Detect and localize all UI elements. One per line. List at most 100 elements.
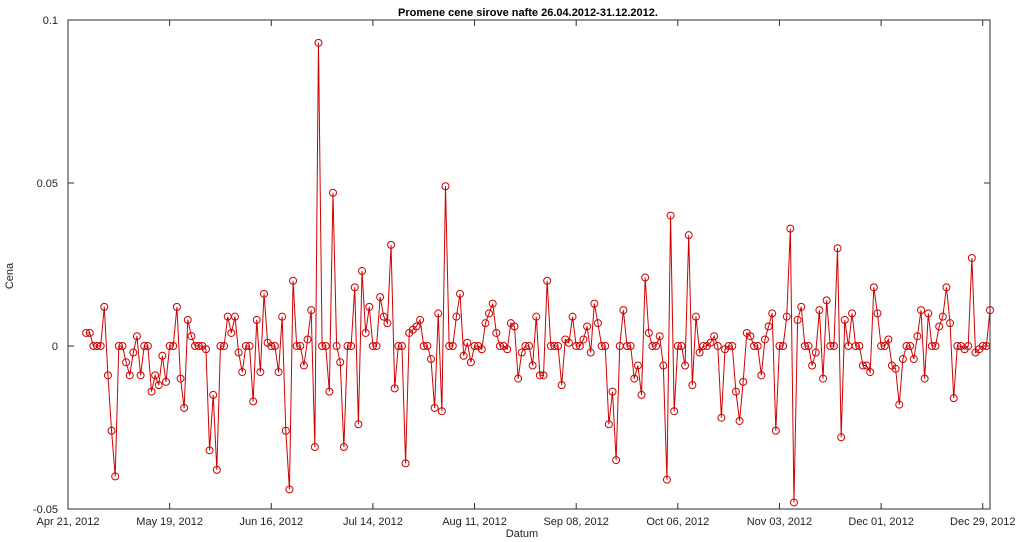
data-point-marker [800,342,809,350]
data-point-marker [401,459,410,468]
data-point-marker [760,335,769,344]
data-point-marker [619,306,628,315]
data-point-marker [220,342,229,350]
data-point-marker [328,188,337,197]
data-point-marker [249,397,258,406]
data-point-marker [234,348,243,357]
data-point-marker [201,345,210,354]
x-tick-label: Jul 14, 2012 [343,516,403,528]
data-point-marker [590,299,599,308]
data-point-marker [285,485,294,494]
data-point-marker [368,342,377,350]
data-point-marker [811,348,820,357]
data-point-marker [771,426,780,435]
data-point-marker [111,472,120,481]
data-point-marker [855,342,864,350]
data-point-marker [822,296,831,305]
data-point-marker [739,377,748,386]
data-point-marker [564,338,573,347]
data-point-marker [819,374,828,383]
data-point-marker [808,361,817,370]
data-point-marker [612,456,621,465]
data-point-marker [162,377,171,386]
data-point-marker [906,342,915,350]
data-point-marker [292,342,301,350]
data-point-marker [775,342,784,350]
data-point-marker [347,342,356,350]
y-tick-label: 0.05 [37,178,58,190]
data-point-marker [143,342,152,350]
data-point-marker [938,312,947,321]
data-point-marker [495,342,504,350]
data-point-marker [307,306,316,315]
data-point-marker [601,342,610,350]
x-tick-label: Dec 29, 2012 [950,516,1015,528]
data-point-marker [982,342,991,350]
data-point-marker [684,231,693,240]
data-point-marker [100,302,109,311]
data-point-marker [372,342,381,350]
data-point-marker [717,413,726,422]
data-point-marker [891,364,900,373]
data-point-marker [129,348,138,357]
data-point-marker [681,361,690,370]
data-point-marker [946,319,955,328]
data-point-marker [866,368,875,377]
x-tick-label: May 19, 2012 [136,516,203,528]
data-point-marker [815,306,824,315]
data-point-marker [125,371,134,380]
data-point-marker [768,309,777,318]
data-point-marker [670,407,679,416]
data-point-marker [793,315,802,324]
data-point-marker [764,322,773,331]
data-point-marker [677,342,686,350]
data-point-marker [699,342,708,350]
data-point-marker [448,342,457,350]
series-layer [82,38,994,507]
data-point-marker [165,342,174,350]
data-point-marker [543,276,552,285]
data-point-marker [695,348,704,357]
data-point-marker [325,387,334,396]
data-point-marker [390,384,399,393]
data-point-marker [93,342,102,350]
data-point-marker [521,342,530,350]
data-point-marker [986,306,994,315]
data-point-marker [786,224,795,233]
data-point-marker [597,342,606,350]
data-point-marker [241,342,250,350]
data-point-marker [212,465,221,474]
data-point-marker [840,315,849,324]
y-tick-label: 0 [52,341,58,353]
data-point-marker [862,361,871,370]
data-point-marker [659,361,668,370]
data-point-marker [336,358,345,367]
data-point-marker [140,342,149,350]
x-tick-label: Oct 06, 2012 [646,516,709,528]
data-point-marker [303,335,312,344]
data-point-marker [608,387,617,396]
data-point-marker [927,342,936,350]
data-point-marker [96,342,105,350]
data-point-marker [706,338,715,347]
data-point-marker [579,335,588,344]
data-point-marker [470,342,479,350]
data-point-marker [274,368,283,377]
data-point-marker [180,403,189,412]
data-point-marker [593,319,602,328]
data-point-marker [626,342,635,350]
x-tick-label: Jun 16, 2012 [239,516,303,528]
data-point-marker [314,38,323,47]
x-tick-label: Aug 11, 2012 [442,516,507,528]
data-point-marker [350,283,359,292]
data-point-marker [488,299,497,308]
data-point-marker [673,342,682,350]
data-point-marker [586,348,595,357]
data-point-marker [583,322,592,331]
data-point-marker [633,361,642,370]
data-point-marker [321,342,330,350]
data-point-marker [779,342,788,350]
data-point-marker [154,381,163,390]
data-point-marker [753,342,762,350]
data-point-marker [209,390,218,399]
